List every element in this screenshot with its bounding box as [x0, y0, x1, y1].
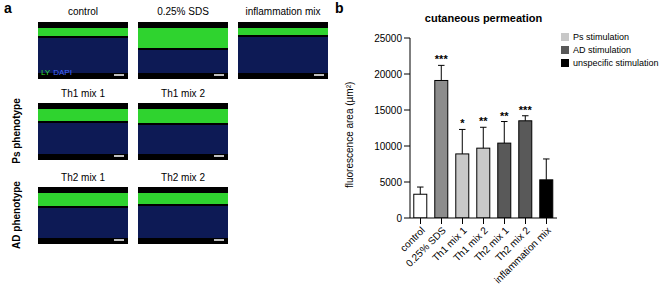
svg-text:0.25% SDS: 0.25% SDS [157, 6, 209, 17]
svg-text:Th2 mix 1: Th2 mix 1 [61, 172, 105, 183]
svg-text:inflammation mix: inflammation mix [492, 225, 553, 286]
html-text:AD stimulation: AD stimulation [573, 45, 631, 55]
svg-text:**: ** [479, 115, 488, 127]
svg-text:***: *** [435, 53, 449, 65]
svg-text:Ps phenotype: Ps phenotype [11, 98, 22, 164]
html-text:cutaneous permeation: cutaneous permeation [424, 12, 543, 24]
svg-text:20000: 20000 [374, 69, 402, 80]
svg-text:Th1 mix 2: Th1 mix 2 [161, 88, 205, 99]
svg-text:10000: 10000 [374, 141, 402, 152]
svg-text:Th1 mix 1: Th1 mix 1 [430, 224, 469, 264]
svg-text:5000: 5000 [380, 177, 403, 188]
svg-text:0: 0 [396, 213, 402, 224]
svg-text:a: a [4, 0, 12, 16]
svg-text:*: * [460, 117, 465, 129]
svg-text:Th2 mix 1: Th2 mix 1 [472, 224, 511, 264]
svg-text:fluorescence area (µm²): fluorescence area (µm²) [344, 82, 355, 188]
svg-text:0.25% SDS: 0.25% SDS [403, 224, 448, 269]
svg-text:***: *** [519, 104, 533, 116]
svg-text:15000: 15000 [374, 105, 402, 116]
html-text:Ps stimulation: Ps stimulation [573, 32, 629, 42]
svg-text:control: control [397, 224, 427, 254]
svg-text:Th1 mix 2: Th1 mix 2 [451, 224, 490, 264]
svg-text:AD phenotype: AD phenotype [11, 181, 22, 249]
svg-text:Th2 mix 2: Th2 mix 2 [161, 172, 205, 183]
svg-text:Th1 mix 1: Th1 mix 1 [61, 88, 105, 99]
svg-text:25000: 25000 [374, 33, 402, 44]
svg-text:LYDAPI: LYDAPI [41, 68, 72, 77]
svg-text:**: ** [500, 110, 509, 122]
svg-text:control: control [68, 6, 98, 17]
html-text:unspecific stimulation: unspecific stimulation [573, 58, 659, 68]
html-text:b: b [335, 0, 344, 16]
svg-text:inflammation mix: inflammation mix [245, 6, 320, 17]
svg-text:Th2 mix 2: Th2 mix 2 [493, 224, 532, 264]
